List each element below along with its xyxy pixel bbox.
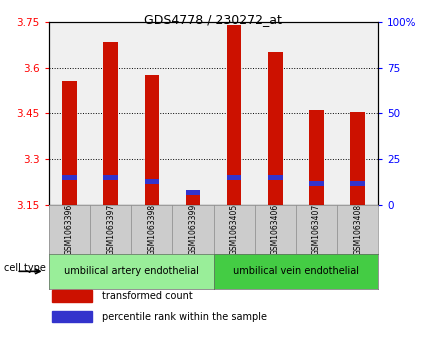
Text: GSM1063408: GSM1063408 <box>353 204 362 255</box>
Bar <box>268 52 283 205</box>
Bar <box>268 175 283 180</box>
Bar <box>52 290 92 302</box>
Bar <box>227 175 241 180</box>
Text: GSM1063399: GSM1063399 <box>188 204 198 255</box>
Text: umbilical vein endothelial: umbilical vein endothelial <box>233 266 359 276</box>
Bar <box>144 179 159 184</box>
Text: percentile rank within the sample: percentile rank within the sample <box>102 312 266 322</box>
Bar <box>309 110 324 205</box>
Bar <box>144 75 159 205</box>
Text: GSM1063405: GSM1063405 <box>230 204 239 255</box>
Bar <box>62 81 76 205</box>
Text: GSM1063398: GSM1063398 <box>147 204 156 255</box>
Text: cell type: cell type <box>4 263 46 273</box>
Bar <box>351 112 365 205</box>
Text: umbilical artery endothelial: umbilical artery endothelial <box>64 266 198 276</box>
Bar <box>52 311 92 322</box>
Text: GDS4778 / 230272_at: GDS4778 / 230272_at <box>144 13 281 26</box>
Text: GSM1063397: GSM1063397 <box>106 204 115 255</box>
Text: GSM1063406: GSM1063406 <box>271 204 280 255</box>
Bar <box>62 175 76 180</box>
Bar <box>186 191 200 205</box>
Bar <box>103 42 118 205</box>
Text: transformed count: transformed count <box>102 291 193 301</box>
Text: GSM1063407: GSM1063407 <box>312 204 321 255</box>
Bar <box>351 181 365 185</box>
Bar <box>227 25 241 205</box>
Bar <box>186 190 200 195</box>
Bar <box>309 181 324 185</box>
Text: GSM1063396: GSM1063396 <box>65 204 74 255</box>
Bar <box>103 175 118 180</box>
